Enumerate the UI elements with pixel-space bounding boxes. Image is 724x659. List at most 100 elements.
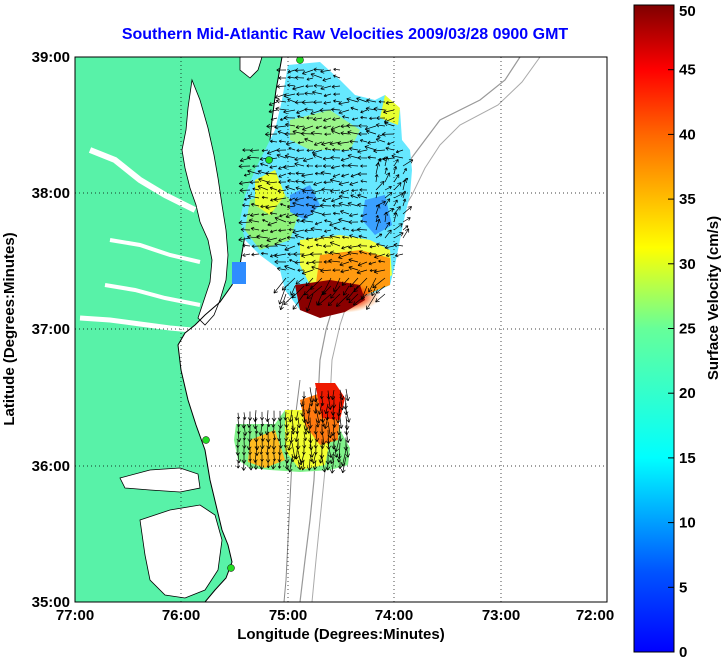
velocity-vector xyxy=(304,228,314,233)
velocity-vector xyxy=(301,218,314,224)
velocity-vector xyxy=(347,250,359,256)
velocity-vector xyxy=(330,456,335,474)
map-plot-area xyxy=(75,57,607,602)
velocity-vector xyxy=(242,148,251,152)
velocity-vector xyxy=(393,232,404,239)
velocity-vector xyxy=(357,171,368,177)
velocity-vector xyxy=(327,443,333,459)
velocity-vector xyxy=(324,132,332,136)
velocity-vector xyxy=(287,437,293,451)
velocity-vector xyxy=(384,167,388,175)
velocity-vector xyxy=(333,74,341,79)
velocity-vector xyxy=(284,460,289,470)
velocity-vector xyxy=(247,194,260,199)
velocity-vector xyxy=(297,115,305,119)
velocity-vector xyxy=(288,228,296,232)
velocity-vector xyxy=(262,219,269,223)
velocity-vector xyxy=(256,234,269,240)
velocity-vector xyxy=(336,453,342,463)
x-tick-label: 74:00 xyxy=(375,607,413,624)
velocity-vector xyxy=(295,277,305,285)
velocity-vector xyxy=(384,172,391,183)
velocity-vector xyxy=(313,141,323,146)
velocity-vector xyxy=(336,293,350,307)
x-tick-label: 77:00 xyxy=(56,607,94,624)
colorbar-tick-label: 0 xyxy=(679,644,687,659)
velocity-vector xyxy=(375,215,379,223)
velocity-vector xyxy=(320,268,332,274)
velocity-vector xyxy=(375,123,386,128)
velocity-vector xyxy=(375,137,386,143)
velocity-vector xyxy=(294,197,305,202)
colorbar-tick-label: 15 xyxy=(679,450,696,467)
velocity-vector xyxy=(301,173,314,178)
velocity-vector xyxy=(402,159,414,167)
velocity-vector xyxy=(358,131,368,137)
map-frame xyxy=(74,56,608,603)
velocity-vector xyxy=(294,75,305,80)
velocity-patch-red xyxy=(315,383,345,420)
velocity-vector xyxy=(273,197,287,202)
velocity-vector xyxy=(306,261,314,265)
x-tick-label: 72:00 xyxy=(576,607,614,624)
velocity-vector xyxy=(402,198,407,207)
velocity-vector xyxy=(277,461,282,469)
velocity-vector xyxy=(352,293,368,306)
velocity-vector xyxy=(260,162,269,167)
velocity-vector xyxy=(347,153,359,159)
x-tick-label: 73:00 xyxy=(482,607,520,624)
colorbar-ticks: 0 5 10 15 20 25 30 35 40 45 50 xyxy=(668,3,696,659)
velocity-vector xyxy=(292,293,305,310)
velocity-vector xyxy=(385,146,395,151)
velocity-vector xyxy=(342,115,350,119)
velocity-vector xyxy=(279,213,287,218)
velocity-vector xyxy=(250,202,260,207)
velocity-vector xyxy=(276,67,287,73)
velocity-vector xyxy=(375,218,381,231)
velocity-vector xyxy=(295,186,305,191)
velocity-vector xyxy=(370,285,377,297)
velocity-vector xyxy=(274,216,287,223)
velocity-vector xyxy=(357,149,368,154)
velocity-vector xyxy=(333,444,339,458)
velocity-vector xyxy=(367,155,377,160)
velocity-vector xyxy=(311,204,323,210)
velocity-vector xyxy=(286,204,296,209)
velocity-vector xyxy=(260,251,269,256)
velocity-vector xyxy=(332,147,341,152)
velocity-vector xyxy=(393,182,402,191)
velocity-vector xyxy=(261,229,269,233)
velocity-vector xyxy=(328,258,341,264)
velocity-vector xyxy=(288,221,296,225)
velocity-vector xyxy=(292,201,305,207)
velocity-vector xyxy=(312,90,323,95)
velocity-vector xyxy=(368,252,377,256)
velocity-vector xyxy=(340,131,350,136)
velocity-vector xyxy=(284,131,296,137)
velocity-vector xyxy=(266,123,278,129)
velocity-vector xyxy=(296,109,305,114)
velocity-vector xyxy=(384,156,389,167)
velocity-vector xyxy=(300,459,306,471)
velocity-vector xyxy=(287,457,293,473)
velocity-vector xyxy=(350,194,359,199)
velocity-vector xyxy=(360,115,368,120)
velocity-vector xyxy=(241,459,247,471)
colorbar-tick-label: 30 xyxy=(679,256,696,273)
velocity-vector xyxy=(287,98,296,103)
velocity-vector xyxy=(271,460,276,470)
velocity-vector xyxy=(271,418,276,428)
velocity-vector xyxy=(351,228,359,232)
velocity-vector xyxy=(384,245,395,250)
velocity-vector xyxy=(368,277,377,293)
velocity-vector xyxy=(322,285,332,296)
velocity-vector xyxy=(324,219,332,223)
velocity-vector xyxy=(275,106,287,112)
velocity-vector xyxy=(402,225,409,231)
velocity-vector xyxy=(290,425,296,435)
velocity-vector xyxy=(373,148,386,154)
velocity-vector xyxy=(313,83,323,88)
station-marker xyxy=(202,436,210,444)
velocity-vector xyxy=(366,98,377,103)
velocity-vector xyxy=(336,408,341,424)
